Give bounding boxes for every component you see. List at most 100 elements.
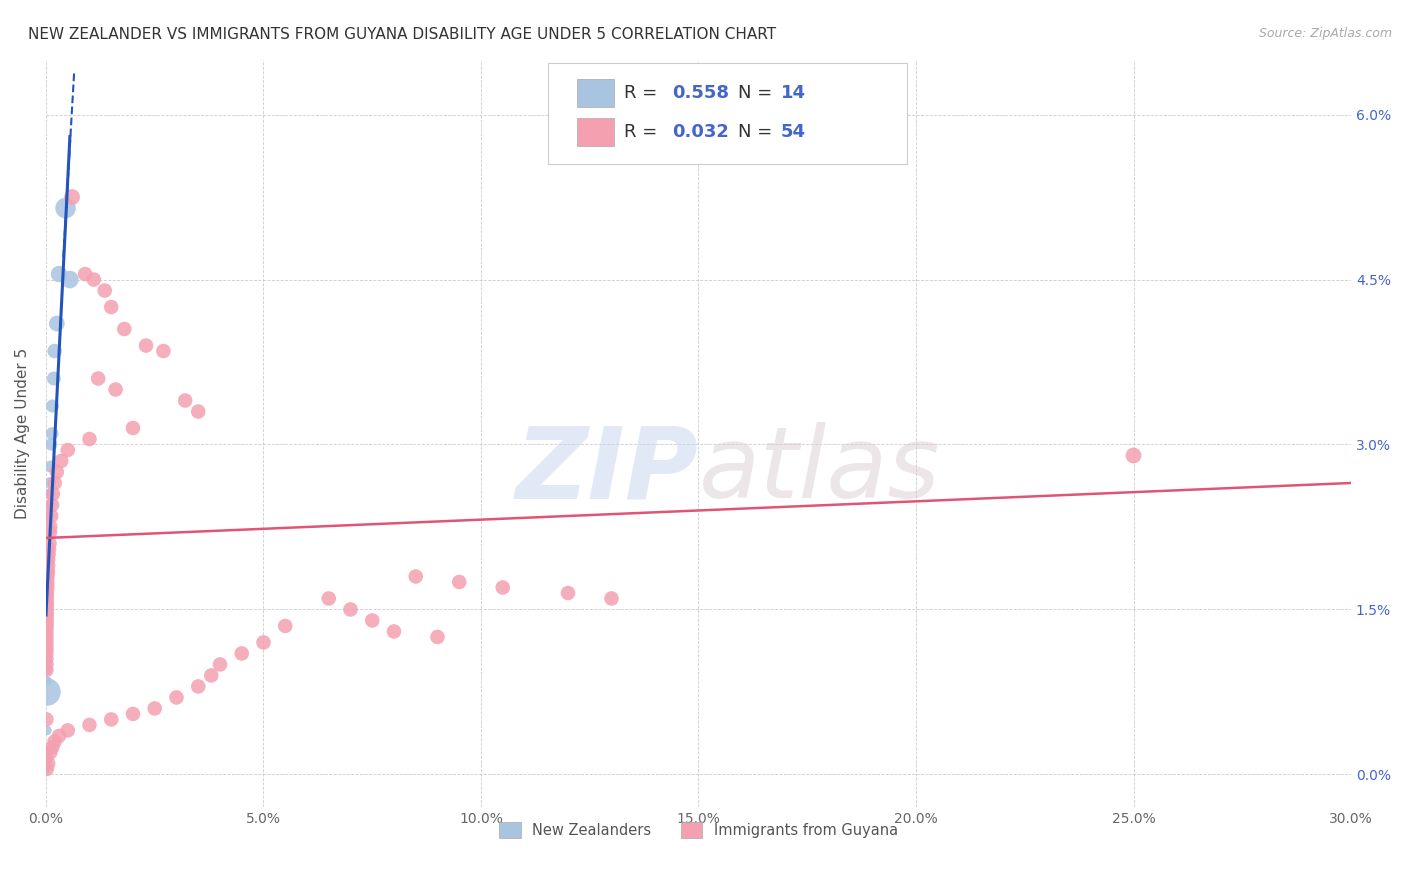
Point (44, 475, 66, 490)
Point (37, 558, 59, 573)
Point (41, 426, 63, 441)
Point (35, 663, 58, 677)
Text: 0.032: 0.032 (672, 123, 730, 141)
Point (35, 746, 58, 760)
Point (37, 564, 59, 578)
Point (41, 399, 63, 413)
Point (75, 267, 97, 281)
Text: N =: N = (738, 123, 778, 141)
Point (42, 487, 65, 501)
Point (38, 487, 60, 501)
Point (35, 615, 58, 630)
Point (35, 593, 58, 607)
Legend: New Zealanders, Immigrants from Guyana: New Zealanders, Immigrants from Guyana (492, 814, 905, 845)
Point (35, 585, 58, 599)
Point (274, 619, 297, 633)
Point (339, 602, 361, 616)
Point (48, 267, 70, 281)
Point (35, 685, 58, 699)
Point (39, 475, 62, 490)
Text: 54: 54 (780, 123, 806, 141)
Point (35, 602, 58, 616)
Point (39, 437, 62, 451)
Point (492, 581, 515, 595)
Point (35, 652, 58, 666)
Text: R =: R = (624, 84, 664, 103)
Point (100, 300, 122, 314)
Point (174, 393, 197, 408)
Point (55, 201, 77, 215)
Point (37, 581, 59, 595)
Point (152, 344, 174, 359)
Point (252, 635, 274, 649)
Text: atlas: atlas (699, 423, 941, 519)
Point (382, 624, 405, 639)
Point (35, 598, 58, 612)
Point (35, 663, 58, 677)
Point (35, 673, 58, 688)
Point (187, 404, 209, 418)
Point (39, 459, 62, 474)
Point (38, 520, 60, 534)
Point (200, 668, 222, 682)
Point (449, 574, 471, 589)
Point (45, 317, 67, 331)
Y-axis label: Disability Age Under 5: Disability Age Under 5 (15, 348, 30, 519)
Point (35, 713, 58, 727)
Point (37, 619, 59, 633)
Point (35, 624, 58, 639)
Point (557, 586, 579, 600)
Point (100, 713, 122, 727)
Point (187, 680, 209, 694)
Point (44, 734, 66, 748)
Point (39, 508, 62, 523)
Point (48, 729, 70, 743)
Point (35, 607, 58, 621)
Point (35, 633, 58, 648)
FancyBboxPatch shape (576, 79, 613, 107)
Point (35, 642, 58, 657)
Point (37, 564, 59, 578)
Point (35, 657, 58, 672)
Text: Source: ZipAtlas.com: Source: ZipAtlas.com (1258, 27, 1392, 40)
Point (35, 751, 58, 765)
Point (44, 344, 66, 359)
Point (38, 541, 60, 556)
Point (35, 723, 58, 738)
Point (37, 756, 59, 771)
Point (39, 520, 62, 534)
Text: 0.558: 0.558 (672, 84, 730, 103)
Point (83, 272, 105, 286)
Point (37, 607, 59, 622)
Point (37, 574, 59, 589)
Point (38, 498, 60, 512)
Point (35, 589, 58, 603)
Point (38, 536, 60, 550)
Point (37, 576, 59, 591)
Point (56, 442, 79, 457)
Point (38, 531, 60, 545)
Point (39, 746, 62, 760)
Point (143, 701, 166, 715)
Point (122, 706, 145, 721)
Point (38, 508, 60, 523)
Point (37, 572, 59, 586)
Text: 14: 14 (780, 84, 806, 103)
Point (122, 421, 145, 435)
Point (37, 630, 59, 644)
Point (35, 629, 58, 643)
Point (37, 553, 59, 567)
Point (135, 338, 157, 352)
Point (318, 591, 340, 606)
FancyBboxPatch shape (576, 118, 613, 146)
Point (112, 322, 135, 336)
Text: R =: R = (624, 123, 664, 141)
Point (35, 647, 58, 661)
Point (37, 586, 59, 600)
Point (56, 723, 79, 738)
Point (600, 591, 623, 606)
Point (166, 690, 188, 705)
Point (405, 569, 427, 583)
Point (79, 718, 101, 732)
Point (208, 657, 231, 672)
